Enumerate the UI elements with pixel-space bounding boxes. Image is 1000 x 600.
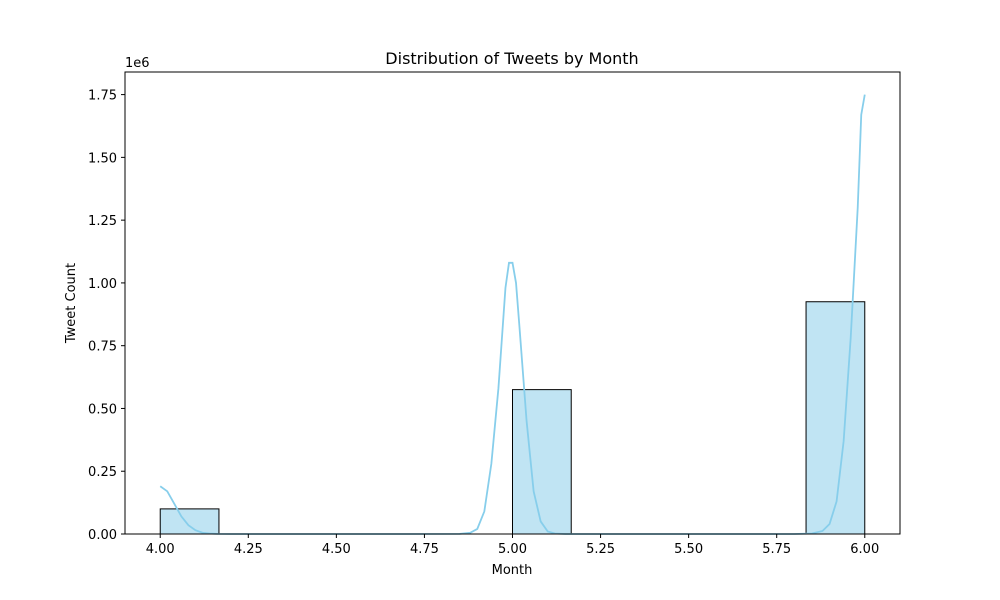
y-tick-label: 0.25 bbox=[88, 465, 117, 480]
y-tick-label: 0.50 bbox=[88, 402, 117, 417]
y-tick-label: 0.00 bbox=[88, 528, 117, 543]
x-tick-label: 4.00 bbox=[146, 542, 175, 557]
x-axis: 4.00 4.25 4.50 4.75 5.00 5.25 5.50 5.75 6.00 bbox=[146, 534, 879, 557]
y-tick-label: 1.50 bbox=[88, 151, 117, 166]
x-tick-label: 4.25 bbox=[234, 542, 263, 557]
y-tick-label: 1.75 bbox=[88, 89, 117, 104]
x-tick-label: 5.75 bbox=[762, 542, 791, 557]
x-tick-label: 4.75 bbox=[410, 542, 439, 557]
x-axis-label: Month bbox=[492, 563, 533, 578]
x-tick-label: 4.50 bbox=[322, 542, 351, 557]
y-tick-label: 0.75 bbox=[88, 340, 117, 355]
x-tick-label: 5.00 bbox=[498, 542, 527, 557]
histogram-bar bbox=[805, 301, 866, 535]
chart-title: Distribution of Tweets by Month bbox=[385, 49, 638, 68]
x-tick-label: 5.50 bbox=[674, 542, 703, 557]
y-tick-label: 1.00 bbox=[88, 277, 117, 292]
y-tick-label: 1.25 bbox=[88, 214, 117, 229]
histogram-bar bbox=[512, 389, 572, 535]
histogram-bar bbox=[159, 508, 220, 535]
y-axis: 0.00 0.25 0.50 0.75 1.00 1.25 1.50 1.75 bbox=[88, 89, 125, 543]
x-tick-label: 5.25 bbox=[586, 542, 615, 557]
y-offset-label: 1e6 bbox=[125, 56, 150, 71]
x-tick-label: 6.00 bbox=[850, 542, 879, 557]
y-axis-label: Tweet Count bbox=[64, 263, 79, 344]
bars-group bbox=[159, 301, 866, 535]
